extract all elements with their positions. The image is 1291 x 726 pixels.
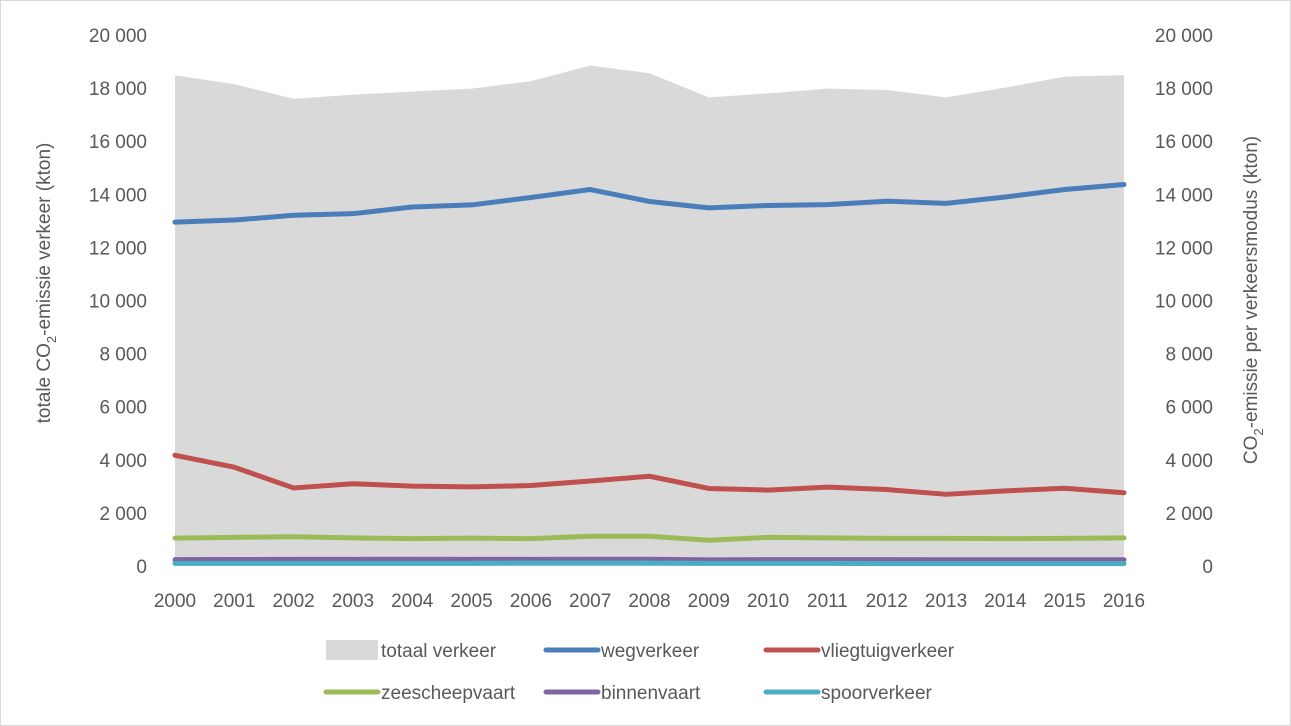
- right-tick-label: 18 000: [1155, 79, 1213, 100]
- left-axis-title: totale CO2-emissie verkeer (kton): [34, 143, 59, 424]
- legend-item-wegverkeer: wegverkeer: [543, 641, 700, 662]
- left-tick-label: 10 000: [89, 292, 147, 313]
- right-axis-title: CO2-emissie per verkeersmodus (kton): [1241, 136, 1266, 464]
- legend-label: spoorverkeer: [821, 683, 933, 704]
- legend-item-totaal-verkeer: totaal verkeer: [326, 640, 497, 662]
- x-tick-label: 2000: [154, 591, 196, 612]
- legend-label: zeescheepvaart: [381, 683, 516, 704]
- series-line-vliegtuigverkeer: [172, 452, 1127, 497]
- right-tick-label: 14 000: [1155, 185, 1213, 206]
- x-axis-ticks: 2000 2001 2002 2003 2004 2005 2006 2007 2008 2009…: [154, 591, 1145, 612]
- series-line-wegverkeer: [172, 181, 1127, 225]
- right-axis-ticks: 0 2 000 4 000 6 000 8 000 10 000 12 000 14 000 1…: [1155, 26, 1213, 578]
- x-tick-label: 2009: [688, 591, 730, 612]
- legend-item-binnenvaart: binnenvaart: [543, 683, 701, 704]
- x-tick-label: 2002: [272, 591, 314, 612]
- right-tick-label: 12 000: [1155, 238, 1213, 259]
- right-tick-label: 16 000: [1155, 132, 1213, 153]
- right-tick-label: 20 000: [1155, 26, 1213, 47]
- legend-label: vliegtuigverkeer: [821, 641, 955, 662]
- left-tick-label: 0: [136, 557, 147, 578]
- line-layer: [172, 181, 1127, 567]
- right-tick-label: 10 000: [1155, 292, 1213, 313]
- right-tick-label: 0: [1202, 557, 1213, 578]
- x-tick-label: 2014: [984, 591, 1027, 612]
- right-tick-label: 8 000: [1165, 345, 1213, 366]
- series-area-totaal-verkeer: [175, 65, 1124, 566]
- left-tick-label: 4 000: [99, 451, 147, 472]
- area-layer: [175, 65, 1124, 566]
- x-tick-label: 2003: [332, 591, 374, 612]
- legend-item-vliegtuigverkeer: vliegtuigverkeer: [763, 641, 955, 662]
- right-tick-label: 2 000: [1165, 504, 1213, 525]
- left-tick-label: 2 000: [99, 504, 147, 525]
- legend-item-spoorverkeer: spoorverkeer: [763, 683, 933, 704]
- x-tick-label: 2001: [213, 591, 255, 612]
- x-tick-label: 2008: [628, 591, 670, 612]
- series-line-binnenvaart: [172, 556, 1127, 563]
- left-tick-label: 16 000: [89, 132, 147, 153]
- left-tick-label: 20 000: [89, 26, 147, 47]
- legend-label: binnenvaart: [601, 683, 701, 704]
- legend-item-zeescheepvaart: zeescheepvaart: [323, 683, 516, 704]
- series-line-zeescheepvaart: [172, 533, 1127, 543]
- x-tick-label: 2005: [450, 591, 492, 612]
- x-tick-label: 2015: [1044, 591, 1086, 612]
- left-tick-label: 12 000: [89, 238, 147, 259]
- legend-label: totaal verkeer: [381, 641, 497, 662]
- legend: totaal verkeer wegverkeer vliegtuigverkeer…: [323, 640, 955, 704]
- right-tick-label: 4 000: [1165, 451, 1213, 472]
- left-tick-label: 8 000: [99, 345, 147, 366]
- x-tick-label: 2013: [925, 591, 967, 612]
- legend-swatch: [326, 640, 378, 660]
- left-tick-label: 6 000: [99, 398, 147, 419]
- series-line-spoorverkeer: [172, 560, 1127, 567]
- left-tick-label: 14 000: [89, 185, 147, 206]
- legend-label: wegverkeer: [600, 641, 700, 662]
- right-tick-label: 6 000: [1165, 398, 1213, 419]
- x-tick-label: 2004: [391, 591, 434, 612]
- x-tick-label: 2011: [807, 591, 848, 612]
- x-tick-label: 2006: [510, 591, 552, 612]
- x-tick-label: 2010: [747, 591, 789, 612]
- x-tick-label: 2007: [569, 591, 611, 612]
- x-tick-label: 2012: [866, 591, 908, 612]
- left-tick-label: 18 000: [89, 79, 147, 100]
- x-tick-label: 2016: [1103, 591, 1145, 612]
- left-axis-ticks: 0 2 000 4 000 6 000 8 000 10 000 12 000 14 000 1…: [89, 26, 147, 578]
